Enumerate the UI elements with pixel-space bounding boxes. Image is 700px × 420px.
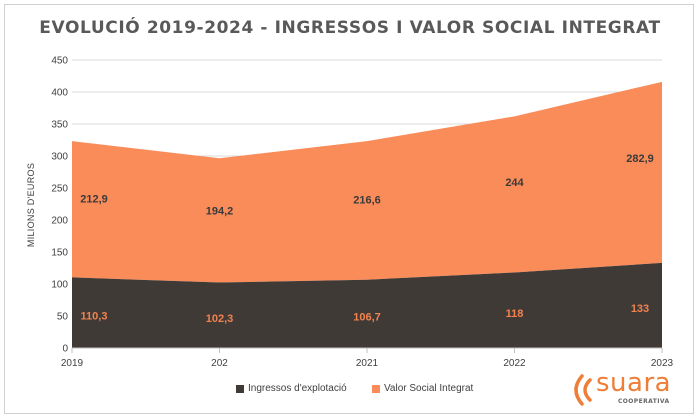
data-label-ingressos: 102,3 [206, 313, 234, 325]
legend-swatch [372, 384, 380, 393]
y-axis-label: MILIONS D'EUROS [26, 163, 36, 247]
legend-item-ingressos: Ingressos d'explotació [236, 383, 347, 394]
area-valor-social-integrat [72, 81, 662, 283]
area-ingressos-explotacio [72, 262, 662, 348]
chart-title: EVOLUCIÓ 2019-2024 - INGRESSOS I VALOR S… [39, 18, 661, 38]
legend-label: Ingressos d'explotació [248, 383, 347, 394]
data-label-valor-social: 282,9 [626, 153, 654, 165]
data-labels: 110,3 102,3 106,7 118 133 212,9 194,2 216,6 244 2… [80, 153, 654, 325]
logo-word: suara [596, 368, 672, 398]
x-tick-label: 2023 [651, 358, 674, 369]
data-label-valor-social: 194,2 [206, 205, 234, 217]
y-tick-label: 100 [51, 280, 68, 291]
x-tick-label: 2022 [503, 358, 526, 369]
y-tick-label: 250 [51, 184, 68, 195]
legend-label: Valor Social Integrat [384, 383, 474, 394]
legend: Ingressos d'explotació Valor Social Inte… [0, 383, 700, 399]
data-label-ingressos: 118 [506, 308, 524, 320]
logo-mark-icon [574, 374, 592, 406]
data-label-valor-social: 212,9 [80, 193, 108, 205]
y-tick-label: 50 [57, 312, 69, 323]
data-label-valor-social: 216,6 [353, 194, 381, 206]
chart-areas [72, 81, 662, 348]
y-tick-label: 150 [51, 248, 68, 259]
y-tick-label: 0 [62, 344, 68, 355]
y-tick-label: 450 [51, 56, 68, 67]
data-label-ingressos: 133 [631, 303, 649, 315]
legend-item-valor-social: Valor Social Integrat [372, 383, 473, 394]
data-label-ingressos: 106,7 [353, 311, 381, 323]
x-tick-label: 2019 [61, 358, 84, 369]
x-tick-label: 2021 [356, 358, 379, 369]
logo-sub: COOPERATIVA [618, 398, 670, 405]
y-tick-label: 200 [51, 216, 68, 227]
y-tick-label: 300 [51, 152, 68, 163]
legend-swatch [236, 384, 244, 393]
y-tick-label: 350 [51, 120, 68, 131]
chart-axes: 0 50 100 150 200 250 300 350 400 450 2019 202 2021 20… [51, 56, 673, 370]
data-label-ingressos: 110,3 [81, 310, 108, 322]
data-label-valor-social: 244 [505, 177, 524, 189]
y-tick-label: 400 [51, 88, 68, 99]
x-tick-label: 202 [211, 358, 228, 369]
suara-logo: suara COOPERATIVA [568, 368, 671, 408]
